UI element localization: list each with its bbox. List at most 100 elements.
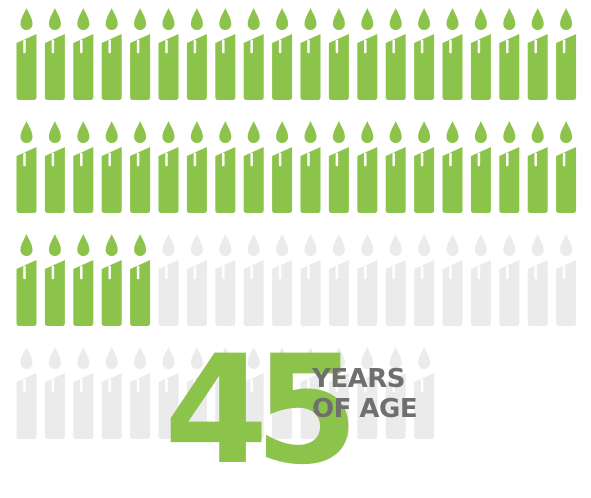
candle-filled: [73, 121, 94, 213]
candle-flame: [560, 8, 573, 30]
candle-filled: [16, 234, 37, 326]
candle-filled: [130, 121, 151, 213]
candle-filled: [101, 121, 122, 213]
candle-filled: [357, 8, 378, 100]
candle-filled: [101, 8, 122, 100]
candle-filled: [73, 234, 94, 326]
candle-body: [73, 147, 94, 213]
candle-body: [186, 373, 207, 439]
candle-body: [385, 260, 406, 326]
candle-empty: [300, 234, 321, 326]
candle-empty: [414, 347, 435, 439]
candle-flame: [389, 347, 402, 369]
candle-body: [130, 373, 151, 439]
candle-body: [470, 34, 491, 100]
candle-body: [101, 34, 122, 100]
candle-body: [44, 34, 65, 100]
candle-body: [527, 260, 548, 326]
candle-flame: [531, 234, 544, 256]
candle-filled: [130, 234, 151, 326]
candle-flame: [219, 347, 232, 369]
candle-filled: [300, 121, 321, 213]
candle-body: [328, 34, 349, 100]
candle-body: [357, 34, 378, 100]
candle-flame: [134, 234, 147, 256]
candle-flame: [219, 121, 232, 143]
candle-flame: [389, 234, 402, 256]
candle-flame: [48, 347, 61, 369]
candle-empty: [357, 234, 378, 326]
candle-flame: [190, 121, 203, 143]
candle-body: [328, 147, 349, 213]
candle-body: [44, 373, 65, 439]
candle-flame: [361, 121, 374, 143]
candle-body: [158, 260, 179, 326]
candle-body: [328, 373, 349, 439]
candle-empty: [73, 347, 94, 439]
candle-flame: [503, 8, 516, 30]
candle-filled: [499, 8, 520, 100]
age-number: 45: [164, 324, 359, 498]
candle-flame: [77, 234, 90, 256]
candle-flame: [560, 121, 573, 143]
candle-filled: [527, 8, 548, 100]
candle-flame: [361, 8, 374, 30]
candle-empty: [385, 234, 406, 326]
candle-body: [243, 34, 264, 100]
candle-empty: [527, 234, 548, 326]
candle-body: [215, 147, 236, 213]
candle-body: [215, 260, 236, 326]
candle-body: [16, 260, 37, 326]
candle-body: [357, 260, 378, 326]
candle-flame: [134, 347, 147, 369]
candle-body: [385, 373, 406, 439]
candle-filled: [300, 8, 321, 100]
candle-body: [73, 34, 94, 100]
candle-body: [499, 260, 520, 326]
candle-flame: [20, 121, 33, 143]
candle-empty: [186, 347, 207, 439]
candle-flame: [276, 8, 289, 30]
candle-empty: [300, 347, 321, 439]
candle-filled: [101, 234, 122, 326]
candle-body: [215, 34, 236, 100]
candle-body: [215, 373, 236, 439]
candle-flame: [219, 8, 232, 30]
candle-body: [414, 34, 435, 100]
candle-body: [158, 34, 179, 100]
candle-empty: [499, 234, 520, 326]
candle-body: [16, 34, 37, 100]
candle-flame: [418, 347, 431, 369]
candle-body: [300, 34, 321, 100]
candle-body: [73, 260, 94, 326]
candle-body: [44, 147, 65, 213]
candle-body: [556, 147, 577, 213]
candle-empty: [414, 234, 435, 326]
candle-filled: [243, 121, 264, 213]
candle-filled: [215, 121, 236, 213]
candle-body: [556, 34, 577, 100]
candle-body: [272, 260, 293, 326]
candle-empty: [243, 347, 264, 439]
candle-empty: [357, 347, 378, 439]
candle-filled: [328, 121, 349, 213]
candle-empty: [186, 234, 207, 326]
candle-filled: [414, 8, 435, 100]
candle-body: [44, 260, 65, 326]
candle-body: [243, 260, 264, 326]
candle-flame: [418, 8, 431, 30]
candle-empty: [215, 347, 236, 439]
candle-empty: [272, 347, 293, 439]
candle-empty: [215, 234, 236, 326]
candle-flame: [531, 121, 544, 143]
candle-body: [101, 260, 122, 326]
candle-flame: [48, 121, 61, 143]
candle-filled: [442, 121, 463, 213]
candle-flame: [219, 234, 232, 256]
candle-flame: [134, 8, 147, 30]
candle-flame: [105, 8, 118, 30]
candle-empty: [101, 347, 122, 439]
candle-empty: [556, 234, 577, 326]
candle-body: [101, 373, 122, 439]
candle-body: [272, 147, 293, 213]
